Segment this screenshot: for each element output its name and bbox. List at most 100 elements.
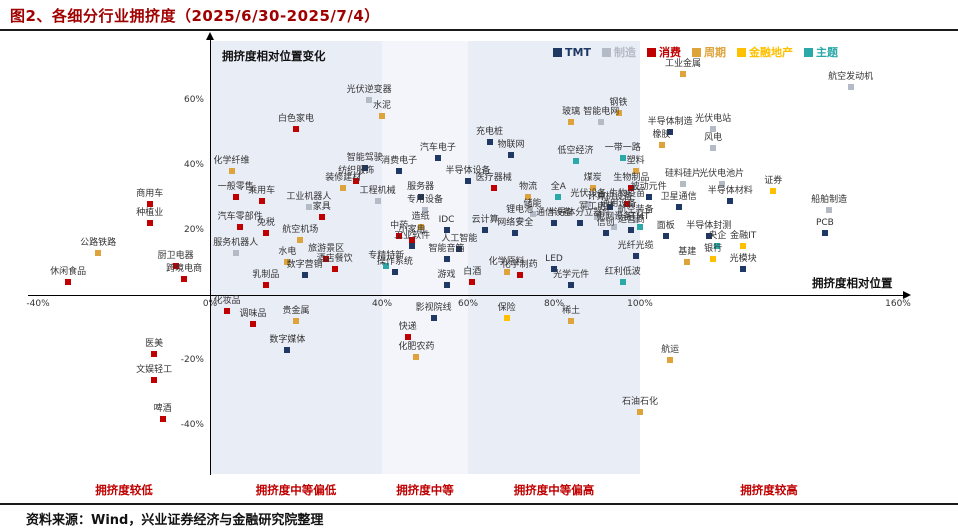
y-tick-label: 60% [183, 94, 204, 105]
point-label: 工业机器人 [286, 192, 332, 203]
scatter-point [632, 252, 639, 259]
point-label: 酒店餐饮 [316, 253, 353, 264]
point-label: 保险 [497, 302, 516, 313]
point-label: 半导体设备 [445, 165, 491, 176]
point-label: 乘用车 [248, 185, 276, 196]
scatter-point [568, 119, 575, 126]
legend-item-tmt: TMT [553, 46, 591, 59]
scatter-point [727, 197, 734, 204]
point-label: 充电桩 [475, 126, 504, 137]
scatter-point [619, 278, 626, 285]
point-label: 旅游景区 [308, 244, 345, 255]
scatter-point [232, 194, 239, 201]
point-label: 信创 [596, 218, 615, 229]
scatter-point [151, 376, 158, 383]
chart-legend: TMT 制造 消费 周期 金融地产 主题 [553, 44, 838, 60]
point-label: 电网设备 [596, 211, 633, 222]
scatter-point [172, 262, 179, 269]
scatter-point [340, 184, 347, 191]
legend-item-周期: 周期 [691, 44, 726, 60]
point-label: 全A [550, 182, 566, 193]
x-tick-label: -40% [26, 299, 50, 309]
scatter-point [710, 145, 717, 152]
point-label: 低空经济 [557, 146, 594, 157]
legend-item-label: 消费 [658, 46, 681, 59]
point-label: 生物疫苗 [609, 188, 646, 199]
point-label: 塑料 [626, 156, 645, 167]
point-label: 汽车电子 [419, 143, 456, 154]
scatter-point [434, 155, 441, 162]
scatter-point [305, 204, 312, 211]
x-tick-label: 60% [457, 299, 479, 309]
scatter-point [675, 204, 682, 211]
x-tick-label: 40% [371, 299, 393, 309]
scatter-point [637, 223, 643, 230]
x-tick-label: 160% [885, 299, 911, 309]
point-label: 化肥农药 [398, 341, 435, 352]
scatter-point [95, 249, 102, 256]
legend-swatch-icon [736, 47, 746, 57]
scatter-point [667, 129, 674, 136]
scatter-point [684, 259, 691, 266]
scatter-point [662, 233, 669, 240]
scatter-point [409, 243, 416, 250]
point-label: 硅料硅片 [664, 169, 702, 180]
point-label: 玻璃 [562, 107, 581, 118]
scatter-point [262, 282, 269, 289]
scatter-point [284, 259, 291, 266]
title-divider [0, 29, 958, 31]
scatter-point [551, 220, 557, 227]
footer-divider [0, 503, 958, 505]
scatter-point [568, 317, 575, 324]
scatter-point [503, 314, 510, 321]
point-label: 物流 [519, 182, 538, 193]
legend-item-主题: 主题 [803, 44, 838, 60]
scatter-point [232, 249, 239, 256]
point-label: 化学原料 [488, 257, 525, 268]
x-axis-arrow-icon [903, 291, 911, 299]
point-label: 影视院线 [415, 302, 452, 313]
scatter-point [396, 168, 403, 175]
point-label: 造纸 [411, 211, 430, 222]
scatter-point [465, 177, 471, 184]
scatter-point [576, 220, 583, 227]
legend-item-label: 制造 [613, 46, 636, 59]
scatter-point [146, 220, 153, 227]
point-label: 航空机场 [282, 224, 319, 235]
zone-band [210, 41, 382, 474]
zone-label: 拥挤度中等偏低 [255, 483, 337, 497]
point-label: 装修建材 [325, 172, 362, 183]
point-label: 基建 [678, 247, 697, 258]
figure-title: 图2、各细分行业拥挤度（2025/6/30-2025/7/4） [10, 7, 380, 25]
scatter-point [503, 269, 510, 276]
point-label: 银行 [704, 244, 723, 255]
point-label: 操作系统 [376, 257, 413, 268]
zone-label: 拥挤度中等偏高 [513, 483, 595, 497]
scatter-point [594, 213, 600, 220]
point-label: 航运 [661, 345, 680, 356]
point-label: 工业金属 [664, 58, 702, 69]
point-label: 面板 [656, 221, 675, 232]
point-label: 汽车零部件 [217, 211, 263, 222]
scatter-point [628, 184, 635, 191]
point-label: 煤炭 [583, 172, 602, 183]
x-tick-label: 100% [627, 299, 653, 309]
scatter-point [615, 109, 622, 116]
legend-item-label: 主题 [815, 46, 838, 59]
point-label: 红利低波 [604, 266, 641, 277]
point-label: 智能音箱 [428, 244, 465, 255]
scatter-point [624, 200, 631, 207]
scatter-point [486, 138, 493, 145]
point-label: 医美 [145, 338, 164, 349]
scatter-point [632, 217, 639, 224]
y-tick-label: -40% [180, 420, 204, 431]
scatter-point [404, 334, 411, 341]
legend-item-金融地产: 金融地产 [736, 44, 793, 60]
scatter-point [383, 262, 390, 269]
scatter-point [391, 269, 398, 276]
scatter-point [422, 207, 428, 214]
scatter-point [331, 265, 338, 272]
scatter-point [181, 275, 188, 282]
point-label: 数字营销 [286, 260, 323, 271]
scatter-point [740, 243, 747, 250]
